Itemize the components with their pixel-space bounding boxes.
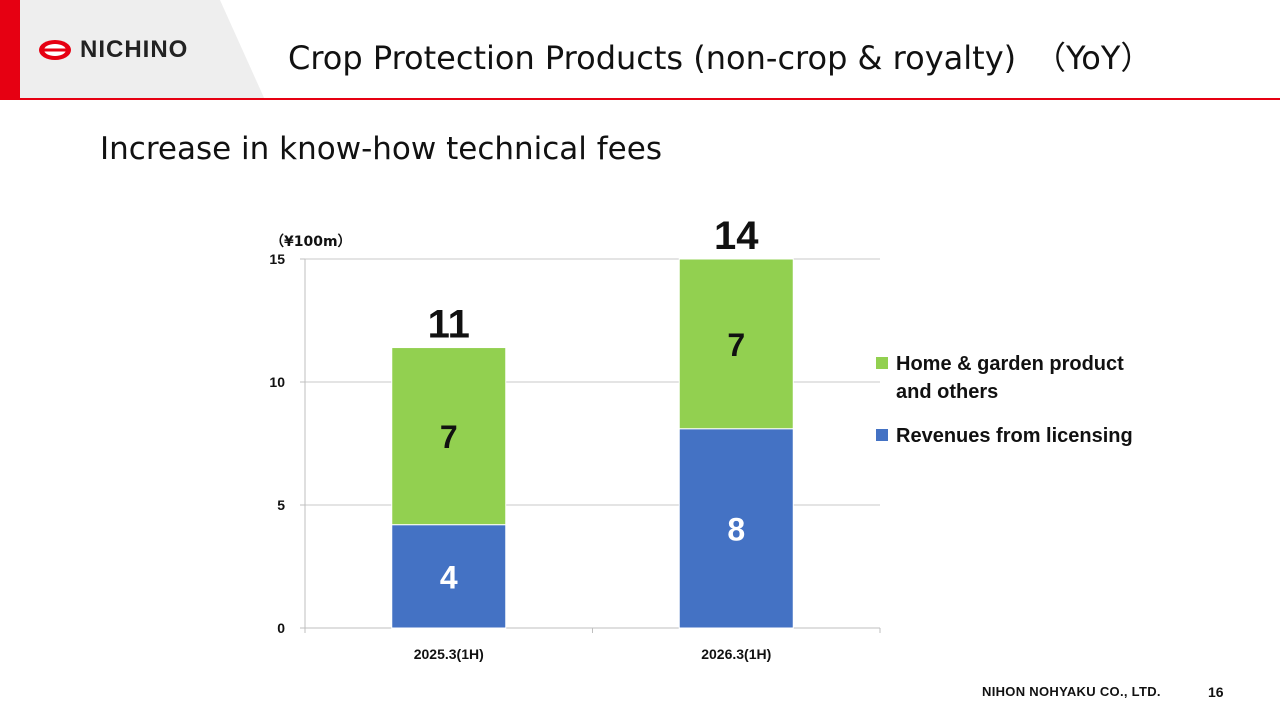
nichino-logo-icon bbox=[39, 40, 71, 60]
header-divider bbox=[0, 98, 1280, 100]
data-label: 7 bbox=[727, 327, 745, 363]
header-red-bar bbox=[0, 0, 20, 100]
slide-subtitle: Increase in know-how technical fees bbox=[100, 131, 662, 167]
logo-panel-shape bbox=[20, 0, 265, 100]
bar-segment-licensing bbox=[391, 524, 507, 629]
logo-text: NICHINO bbox=[80, 36, 189, 63]
legend-swatch-licensing bbox=[876, 429, 888, 441]
page-title: Crop Protection Products (non-crop & roy… bbox=[288, 39, 1017, 77]
data-label: 7 bbox=[440, 419, 458, 455]
bar-segment-home-garden bbox=[678, 258, 794, 430]
y-tick-label: 15 bbox=[269, 251, 285, 267]
bar-segment-licensing bbox=[678, 428, 794, 629]
total-label: 11 bbox=[428, 303, 470, 347]
page-number: 16 bbox=[1208, 684, 1224, 700]
company-logo: NICHINO bbox=[38, 36, 188, 64]
total-label: 14 bbox=[714, 214, 759, 258]
x-tick-label: 2026.3(1H) bbox=[701, 646, 771, 662]
data-label: 4 bbox=[440, 559, 458, 595]
legend-label-licensing: Revenues from licensing bbox=[896, 425, 1133, 447]
y-unit-label: （¥100m） bbox=[270, 234, 352, 250]
footer-company-name: NIHON NOHYAKU CO., LTD. bbox=[982, 684, 1161, 699]
bar-segment-home-garden bbox=[391, 347, 507, 526]
legend-swatch-home-garden bbox=[876, 357, 888, 369]
y-tick-label: 5 bbox=[277, 497, 285, 513]
page-title-yoy: （YoY） bbox=[1034, 39, 1153, 77]
chart-legend: Home & garden product and others Revenue… bbox=[876, 350, 1156, 466]
x-tick-label: 2025.3(1H) bbox=[414, 646, 484, 662]
data-label: 8 bbox=[727, 511, 745, 547]
legend-label-home-garden: Home & garden product and others bbox=[896, 353, 1124, 403]
y-tick-label: 10 bbox=[269, 374, 285, 390]
y-tick-label: 0 bbox=[277, 620, 285, 636]
logo-panel bbox=[20, 0, 265, 100]
legend-item-licensing: Revenues from licensing bbox=[876, 422, 1156, 450]
legend-item-home-garden: Home & garden product and others bbox=[876, 350, 1156, 406]
